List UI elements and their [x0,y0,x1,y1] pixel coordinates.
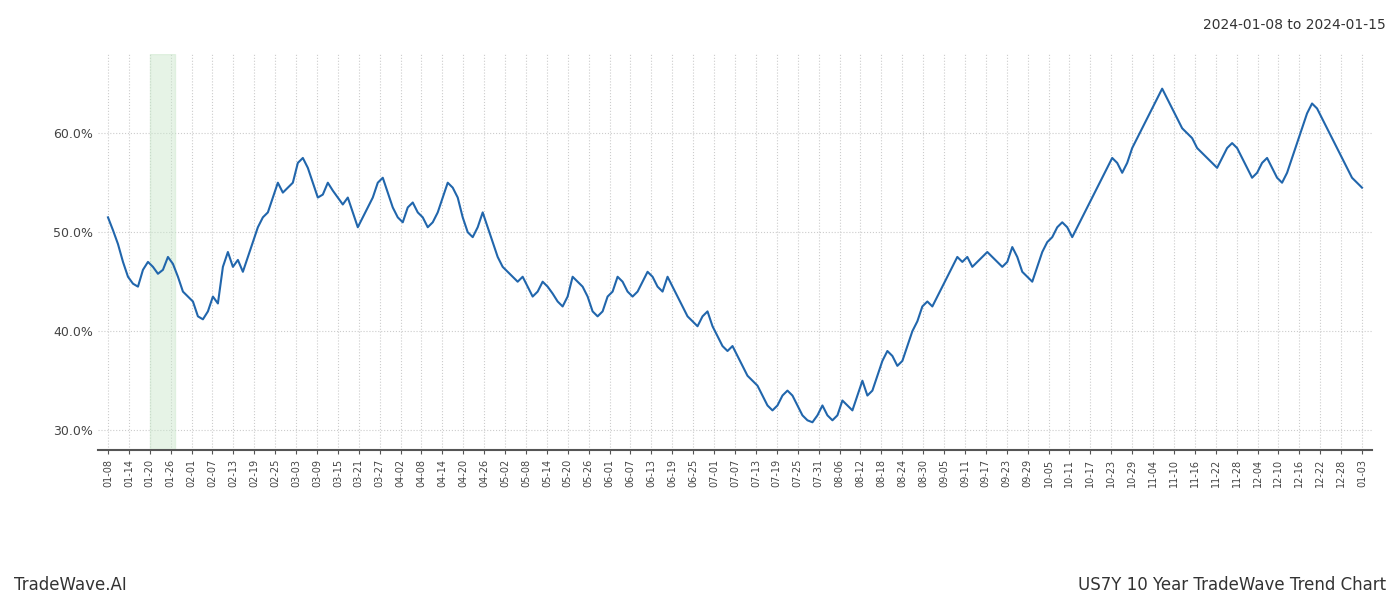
Text: 2024-01-08 to 2024-01-15: 2024-01-08 to 2024-01-15 [1203,18,1386,32]
Bar [150,54,175,450]
Text: US7Y 10 Year TradeWave Trend Chart: US7Y 10 Year TradeWave Trend Chart [1078,576,1386,594]
Text: TradeWave.AI: TradeWave.AI [14,576,127,594]
